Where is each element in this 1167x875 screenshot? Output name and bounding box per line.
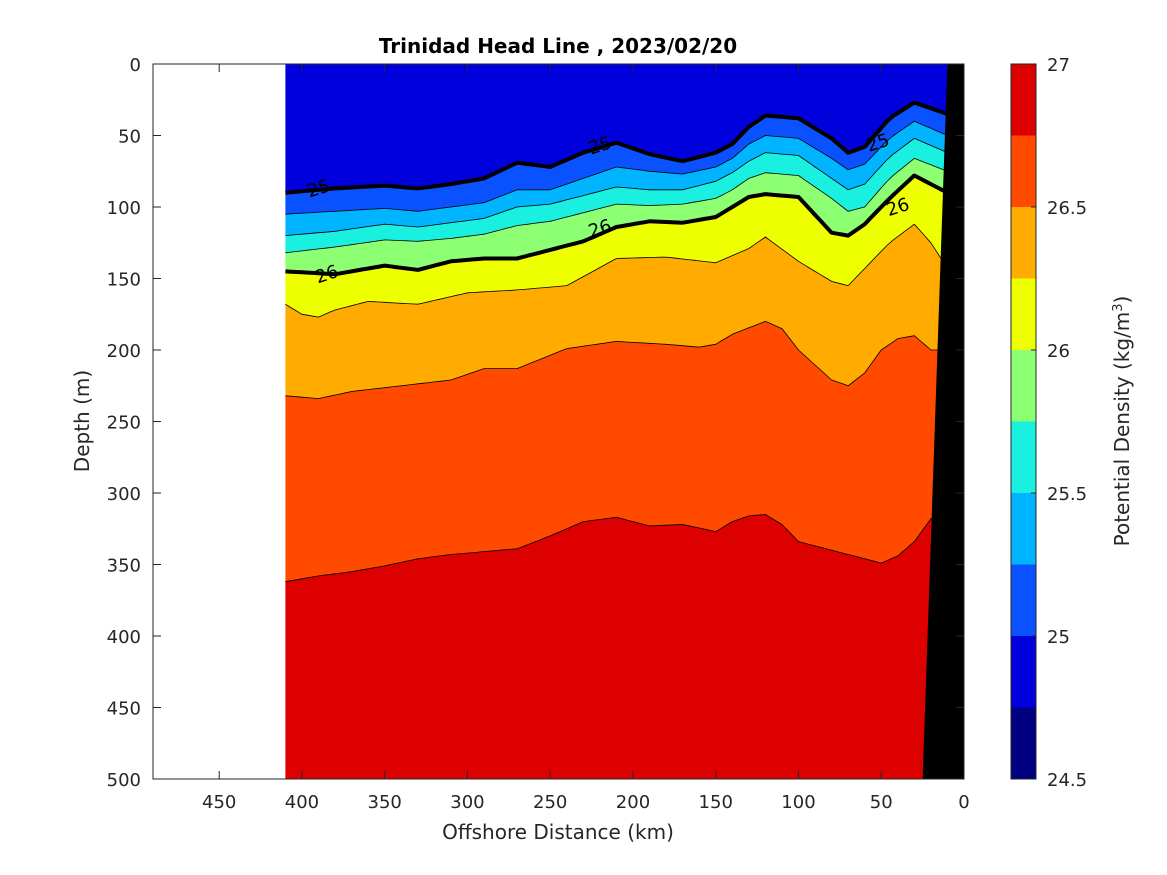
isopycnal-lines xyxy=(285,100,949,583)
chart-title: Trinidad Head Line , 2023/02/20 xyxy=(379,34,737,58)
colorbar-swatch xyxy=(1011,64,1036,136)
x-tick-label: 450 xyxy=(202,792,236,813)
colorbar-ticks: 24.5 25 25.5 26 26.5 27 xyxy=(1031,55,1087,791)
isopycnal-line xyxy=(285,223,948,318)
seafloor xyxy=(922,64,964,779)
y-tick-label: 400 xyxy=(107,627,141,648)
x-tick-label: 150 xyxy=(699,792,733,813)
x-tick-label: 200 xyxy=(616,792,650,813)
x-tick-label: 350 xyxy=(368,792,402,813)
density-band xyxy=(285,175,948,318)
colorbar-swatch xyxy=(1011,207,1036,279)
colorbar-tick-label: 27 xyxy=(1047,55,1070,76)
y-tick-label: 100 xyxy=(107,198,141,219)
colorbar-tick-label: 25.5 xyxy=(1047,484,1087,505)
y-axis-ticks: 0 50 100 150 200 250 300 350 400 450 500 xyxy=(107,55,964,791)
y-tick-label: 500 xyxy=(107,770,141,791)
colorbar-swatches xyxy=(1011,64,1036,779)
density-band xyxy=(285,102,948,215)
y-tick-label: 250 xyxy=(107,413,141,434)
y-tick-label: 150 xyxy=(107,270,141,291)
colorbar-frame xyxy=(1010,63,1037,780)
colorbar-tick-label: 26 xyxy=(1047,341,1070,362)
colorbar-label-superscript: 3 xyxy=(1111,303,1126,311)
isopycnal-line xyxy=(285,157,948,254)
x-tick-label: 400 xyxy=(285,792,319,813)
colorbar-swatch xyxy=(1011,636,1036,708)
isopycnal-line xyxy=(285,120,948,215)
colorbar-tick-label: 24.5 xyxy=(1047,770,1087,791)
colorbar-tick-label: 25 xyxy=(1047,627,1070,648)
isopycnal-line xyxy=(285,100,949,195)
bathymetry xyxy=(922,64,964,779)
x-tick-label: 100 xyxy=(781,792,815,813)
x-tick-label: 250 xyxy=(533,792,567,813)
colorbar: 24.5 25 25.5 26 26.5 27 Potential Density (kg… xyxy=(1010,55,1134,791)
colorbar-swatch xyxy=(1011,564,1036,636)
colorbar-label: Potential Density (kg/m3) xyxy=(1110,296,1134,547)
density-band xyxy=(285,138,948,253)
y-tick-label: 50 xyxy=(118,127,141,148)
isopycnal-line xyxy=(285,137,948,236)
x-tick-label: 300 xyxy=(450,792,484,813)
y-tick-label: 350 xyxy=(107,556,141,577)
x-tick-label: 50 xyxy=(870,792,893,813)
density-band xyxy=(285,64,948,193)
y-tick-label: 300 xyxy=(107,484,141,505)
isopycnal-line xyxy=(285,320,948,400)
colorbar-tick-label: 26.5 xyxy=(1047,198,1087,219)
colorbar-swatch xyxy=(1011,421,1036,493)
x-axis-ticks: 450 400 350 300 250 200 150 100 50 0 xyxy=(202,64,970,813)
colorbar-label-text: Potential Density (kg/m xyxy=(1110,312,1134,547)
density-band xyxy=(285,514,948,779)
colorbar-swatch xyxy=(1011,350,1036,422)
density-fills xyxy=(285,64,948,779)
isopycnal-line xyxy=(285,173,949,277)
x-tick-label: 0 xyxy=(958,792,969,813)
colorbar-swatch xyxy=(1011,493,1036,565)
y-tick-label: 200 xyxy=(107,341,141,362)
y-tick-label: 0 xyxy=(130,55,141,76)
colorbar-swatch xyxy=(1011,278,1036,350)
x-axis-label: Offshore Distance (km) xyxy=(442,820,674,844)
y-axis-label: Depth (m) xyxy=(70,370,94,472)
density-band xyxy=(285,224,948,399)
colorbar-label-suffix: ) xyxy=(1110,296,1134,304)
colorbar-swatch xyxy=(1011,135,1036,207)
density-band xyxy=(285,321,948,582)
density-band xyxy=(285,158,948,275)
colorbar-swatch xyxy=(1011,707,1036,779)
isopycnal-line xyxy=(285,514,948,583)
y-tick-label: 450 xyxy=(107,699,141,720)
